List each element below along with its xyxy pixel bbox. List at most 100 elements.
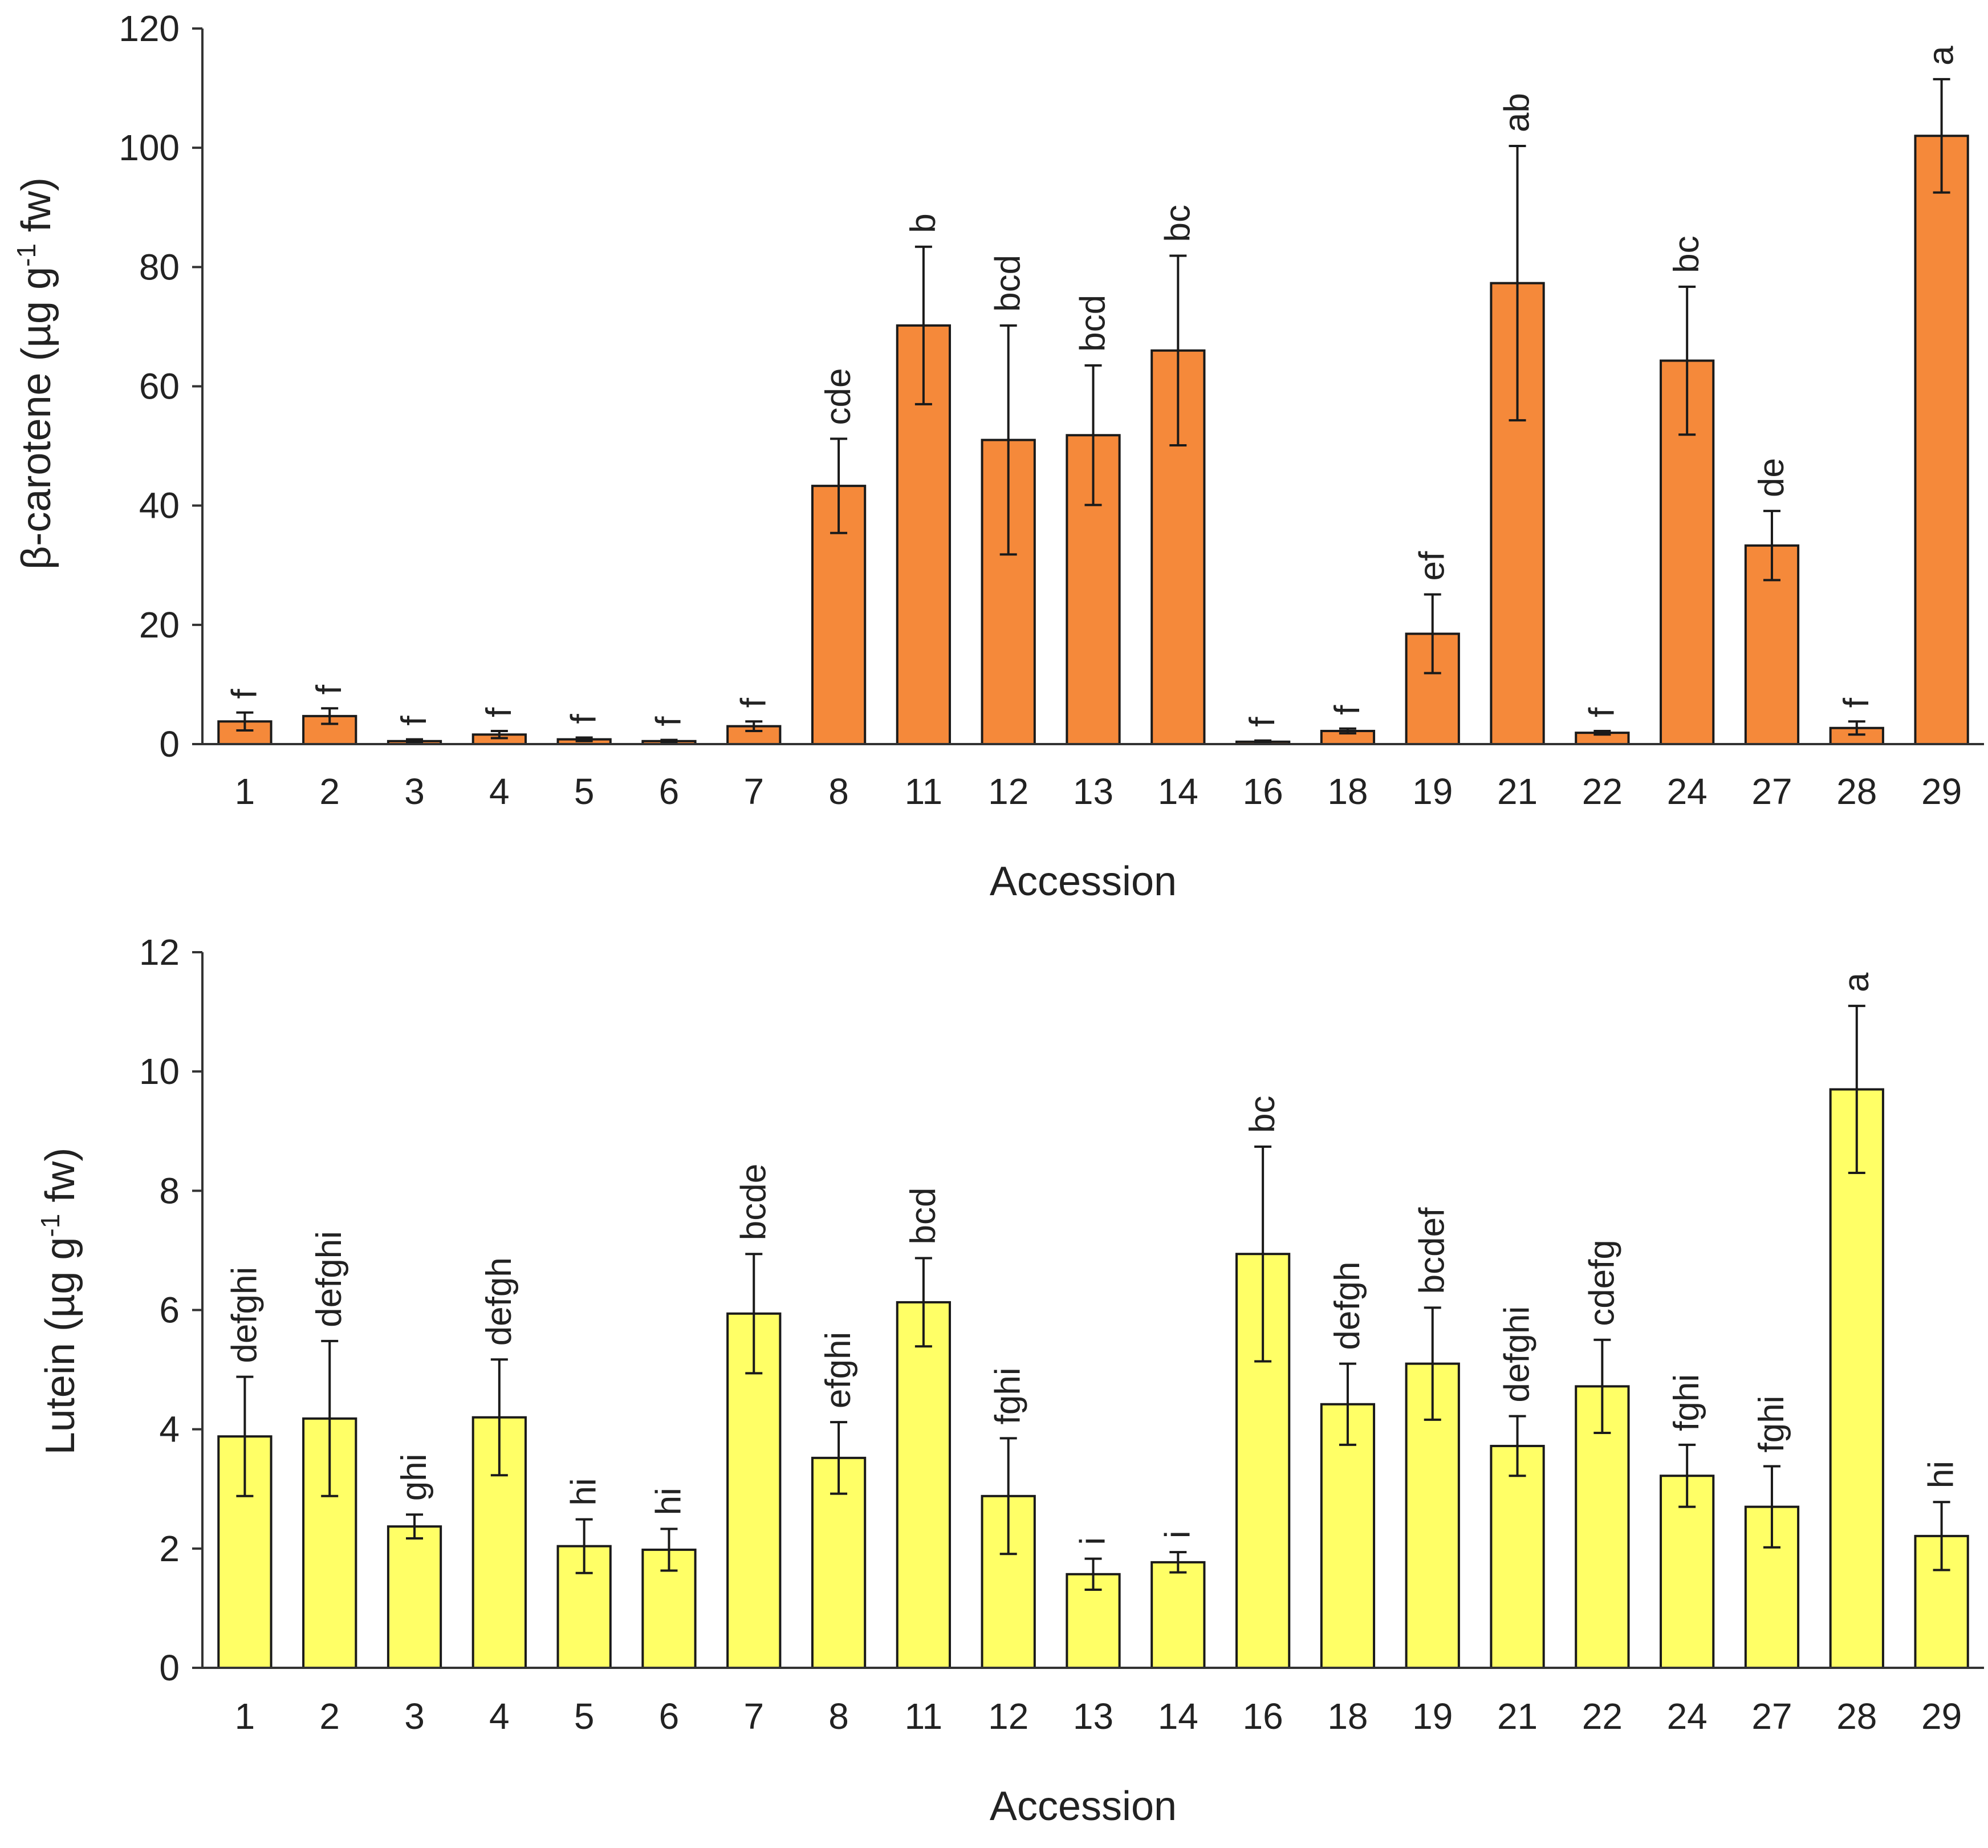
lutein-significance-label: bcd — [904, 1188, 943, 1245]
lutein-x-tick-label: 13 — [1073, 1696, 1113, 1737]
beta-carotene-significance-label: f — [225, 689, 264, 699]
lutein-x-tick-label: 3 — [404, 1696, 425, 1737]
lutein-x-tick-label: 18 — [1327, 1696, 1368, 1737]
beta-carotene-significance-label: bc — [1158, 205, 1197, 242]
lutein-x-tick-label: 4 — [489, 1696, 510, 1737]
lutein-significance-label: defghi — [225, 1267, 264, 1363]
beta-carotene-x-tick-label: 4 — [489, 771, 510, 812]
lutein-y-tick-label: 12 — [139, 932, 180, 973]
beta-carotene-x-tick-label: 22 — [1582, 771, 1623, 812]
lutein-significance-label: bcdef — [1413, 1207, 1452, 1294]
lutein-y-axis-title-main: Lutein (µg g — [38, 1237, 83, 1455]
beta-carotene-bar — [981, 438, 1036, 745]
lutein-bar — [387, 1525, 442, 1669]
beta-carotene-x-tick-label: 7 — [743, 771, 764, 812]
beta-carotene-x-tick-label: 3 — [404, 771, 425, 812]
beta-carotene-significance-label: ef — [1413, 551, 1452, 580]
lutein-x-tick-label: 22 — [1582, 1696, 1623, 1737]
beta-carotene-significance-label: cde — [819, 368, 858, 425]
lutein-significance-label: a — [1837, 972, 1876, 992]
beta-carotene-x-tick-label: 1 — [235, 771, 255, 812]
beta-carotene-y-tick-label: 100 — [119, 127, 180, 168]
lutein-y-tick-label: 4 — [159, 1409, 180, 1450]
lutein-y-tick-label: 2 — [159, 1528, 180, 1569]
beta-carotene-y-tick-label: 20 — [139, 604, 180, 645]
beta-carotene-y-tick-label: 0 — [159, 724, 180, 765]
beta-carotene-y-tick-label: 60 — [139, 366, 180, 407]
beta-carotene-significance-label: f — [1582, 707, 1621, 717]
lutein-x-tick-label: 7 — [743, 1696, 764, 1737]
lutein-significance-label: i — [1074, 1537, 1113, 1545]
beta-carotene-y-tick-label: 80 — [139, 246, 180, 287]
lutein-x-tick-label: 11 — [905, 1696, 942, 1737]
beta-carotene-x-tick-label: 14 — [1158, 771, 1198, 812]
beta-carotene-bar — [1660, 359, 1715, 745]
lutein-x-axis-title: Accession — [990, 1784, 1177, 1829]
beta-carotene-x-tick-label: 8 — [828, 771, 849, 812]
lutein-bar — [896, 1301, 952, 1669]
lutein-y-axis-title-sup: -1 — [35, 1214, 65, 1237]
lutein-y-tick-label: 8 — [159, 1170, 180, 1211]
lutein-bar — [1490, 1444, 1545, 1669]
lutein-y-tick-label: 10 — [139, 1051, 180, 1092]
lutein-x-tick-label: 14 — [1158, 1696, 1198, 1737]
beta-carotene-significance-label: b — [904, 213, 943, 233]
beta-carotene-bars: f f f f f f f cde b bcd bcd bc f f ef ab f bc de f a — [217, 46, 1969, 746]
lutein-y-tick-label: 0 — [159, 1647, 180, 1688]
lutein-x-tick-label: 21 — [1497, 1696, 1538, 1737]
beta-carotene-y-tick-label: 40 — [139, 485, 180, 526]
beta-carotene-x-axis-title: Accession — [990, 859, 1177, 904]
lutein-significance-label: hi — [649, 1488, 688, 1515]
beta-carotene-significance-label: bcd — [1074, 295, 1113, 352]
lutein-significance-label: efghi — [819, 1332, 858, 1408]
lutein-significance-label: bc — [1243, 1095, 1282, 1132]
beta-carotene-x-tick-label: 21 — [1497, 771, 1538, 812]
beta-carotene-x-tick-label: 11 — [905, 771, 942, 812]
beta-carotene-significance-label: bc — [1667, 235, 1706, 273]
beta-carotene-y-axis-title-sup: -1 — [11, 243, 41, 267]
beta-carotene-y-axis-title-tail: fw) — [14, 177, 59, 243]
beta-carotene-significance-label: f — [1328, 705, 1367, 715]
beta-carotene-x-tick-label: 18 — [1327, 771, 1368, 812]
beta-carotene-x-tick-label: 6 — [659, 771, 680, 812]
lutein-significance-label: fghi — [1667, 1374, 1706, 1431]
beta-carotene-x-tick-label: 19 — [1412, 771, 1453, 812]
beta-carotene-x-tick-label: 29 — [1921, 771, 1962, 812]
beta-carotene-significance-label: f — [564, 713, 604, 724]
lutein-significance-label: cdefg — [1582, 1240, 1621, 1326]
beta-carotene-significance-label: a — [1922, 46, 1961, 66]
beta-carotene-chart: f f f f f f f cde b bcd bcd bc f f ef ab f bc de f a 0 20 40 60… — [11, 8, 1984, 904]
beta-carotene-significance-label: f — [479, 707, 519, 717]
lutein-significance-label: bcde — [734, 1164, 773, 1240]
beta-carotene-significance-label: f — [1243, 717, 1282, 727]
lutein-x-tick-label: 1 — [235, 1696, 255, 1737]
beta-carotene-y-tick-label: 120 — [119, 8, 180, 49]
lutein-bar — [1150, 1561, 1206, 1669]
beta-carotene-bar — [1914, 135, 1969, 745]
lutein-y-axis-title: Lutein (µg g-1 fw) — [35, 1148, 83, 1455]
beta-carotene-significance-label: f — [310, 684, 349, 694]
lutein-x-tick-label: 24 — [1667, 1696, 1708, 1737]
beta-carotene-significance-label: de — [1752, 458, 1791, 497]
beta-carotene-y-axis-title-main: β-carotene (µg g — [14, 267, 59, 570]
lutein-x-tick-label: 2 — [319, 1696, 340, 1737]
lutein-bar — [1829, 1088, 1884, 1669]
beta-carotene-significance-label: f — [649, 716, 688, 726]
beta-carotene-x-tick-label: 16 — [1243, 771, 1283, 812]
lutein-x-tick-label: 27 — [1751, 1696, 1792, 1737]
lutein-significance-label: defghi — [1498, 1306, 1537, 1403]
lutein-significance-label: fghi — [989, 1367, 1028, 1424]
lutein-x-tick-label: 19 — [1412, 1696, 1453, 1737]
lutein-significance-label: hi — [1922, 1461, 1961, 1488]
lutein-significance-label: fghi — [1752, 1396, 1791, 1453]
beta-carotene-x-tick-label: 5 — [574, 771, 595, 812]
lutein-y-axis-title-tail: fw) — [38, 1148, 83, 1214]
lutein-significance-label: ghi — [395, 1453, 434, 1501]
lutein-x-tick-label: 12 — [988, 1696, 1028, 1737]
lutein-x-tick-label: 8 — [828, 1696, 849, 1737]
lutein-x-tick-label: 6 — [659, 1696, 680, 1737]
